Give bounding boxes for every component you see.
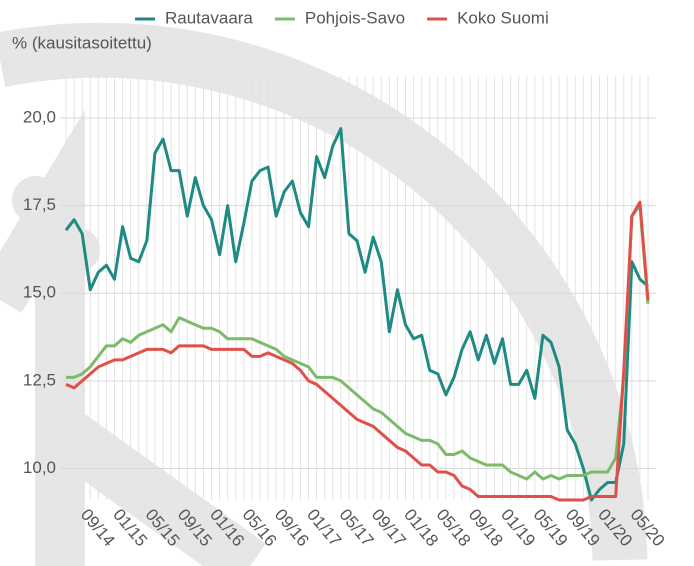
y-axis-label: % (kausitasoitettu) [12, 33, 152, 52]
x-tick-label: 09/16 [271, 505, 313, 550]
legend-label: Rautavaara [165, 8, 253, 27]
x-tick-label: 05/18 [433, 505, 475, 550]
y-tick-label: 20,0 [23, 108, 56, 127]
series-line [66, 204, 650, 481]
legend-label: Koko Suomi [457, 8, 549, 27]
x-tick-label: 05/17 [336, 505, 378, 550]
y-tick-label: 12,5 [23, 370, 56, 389]
x-tick-label: 01/18 [400, 505, 442, 550]
x-tick-label: 09/18 [465, 505, 507, 550]
series-line [65, 200, 650, 502]
x-tick-label: 01/17 [303, 505, 345, 550]
legend-label: Pohjois-Savo [305, 8, 405, 27]
series-line [64, 127, 649, 502]
y-tick-label: 15,0 [23, 283, 56, 302]
legend: Rautavaara Pohjois-Savo Koko Suomi [135, 8, 549, 27]
x-tick-label: 09/17 [368, 505, 410, 550]
x-tick-label: 05/19 [530, 505, 572, 550]
y-tick-label: 10,0 [23, 458, 56, 477]
x-tick-label: 01/19 [497, 505, 539, 550]
y-tick-label: 17,5 [23, 195, 56, 214]
